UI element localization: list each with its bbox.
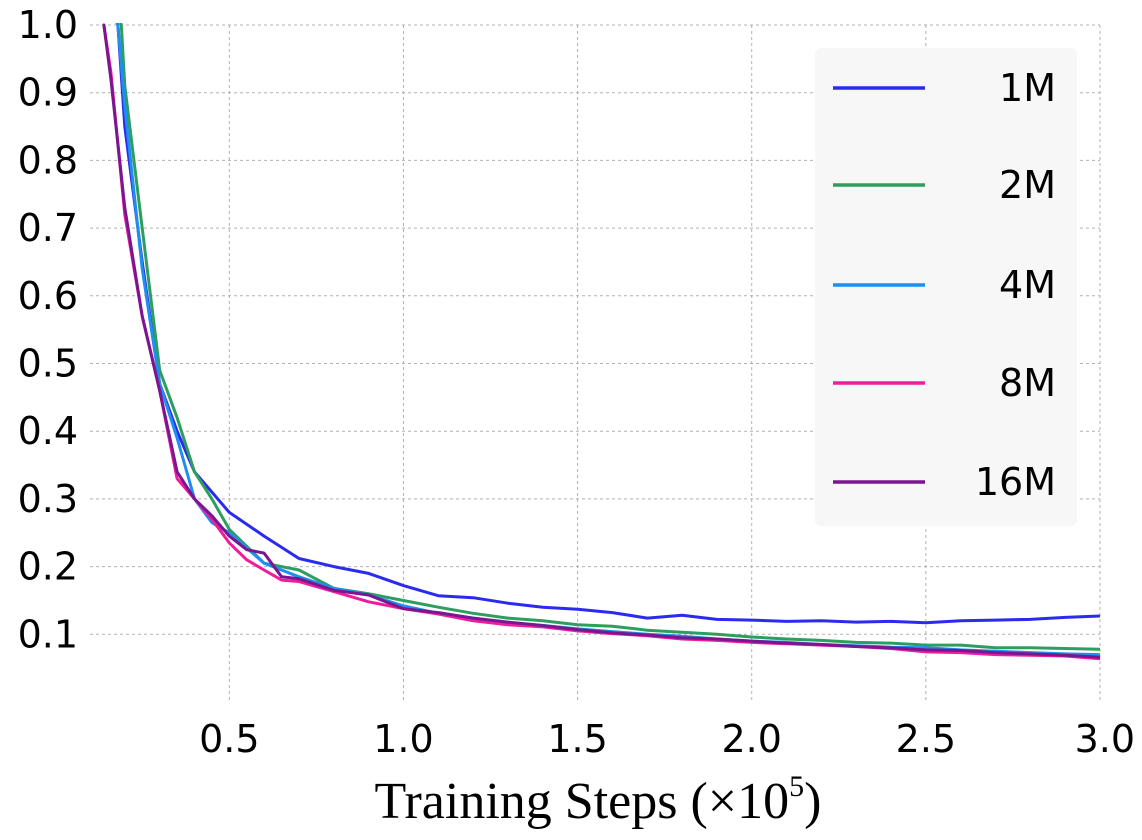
series-layer <box>102 23 1100 661</box>
x-axis-label-close: ) <box>804 773 821 830</box>
x-tick-label: 2.5 <box>896 717 956 761</box>
series-line-2m <box>119 23 1100 651</box>
legend-label-8m: 8M <box>999 361 1056 405</box>
series-line-1m <box>115 23 1100 625</box>
y-tick-label: 0.4 <box>18 409 78 453</box>
series-line-16m <box>102 23 1100 659</box>
x-axis-label: Training Steps (×105) <box>375 770 822 830</box>
x-tick-label: 0.5 <box>199 717 259 761</box>
legend: 1M 2M 4M 8M 16M <box>815 48 1077 526</box>
x-tick-labels: 0.5 1.0 1.5 2.0 2.5 3.0 <box>199 717 1135 761</box>
legend-label-1m: 1M <box>999 66 1056 110</box>
y-tick-label: 0.1 <box>18 612 78 656</box>
legend-background <box>815 48 1077 526</box>
y-tick-label: 0.8 <box>18 138 78 182</box>
y-tick-label: 0.5 <box>18 342 78 386</box>
legend-label-2m: 2M <box>999 163 1056 207</box>
legend-label-4m: 4M <box>999 263 1056 307</box>
x-tick-label: 2.0 <box>722 717 782 761</box>
x-tick-label: 1.0 <box>373 717 433 761</box>
y-tick-label: 0.6 <box>18 274 78 318</box>
x-tick-label: 1.5 <box>547 717 607 761</box>
x-axis-label-exponent: 5 <box>789 770 804 803</box>
y-tick-label: 0.7 <box>18 206 78 250</box>
y-tick-label: 0.3 <box>18 477 78 521</box>
y-tick-label: 0.9 <box>18 71 78 115</box>
x-axis-label-text: Training Steps (×10 <box>375 773 790 830</box>
legend-label-16m: 16M <box>975 460 1056 504</box>
y-tick-label: 0.2 <box>18 545 78 589</box>
y-tick-labels: 0.1 0.2 0.3 0.4 0.5 0.6 0.7 0.8 0.9 1.0 <box>18 3 78 656</box>
x-tick-label: 3.0 <box>1075 717 1135 761</box>
y-tick-label: 1.0 <box>18 3 78 47</box>
